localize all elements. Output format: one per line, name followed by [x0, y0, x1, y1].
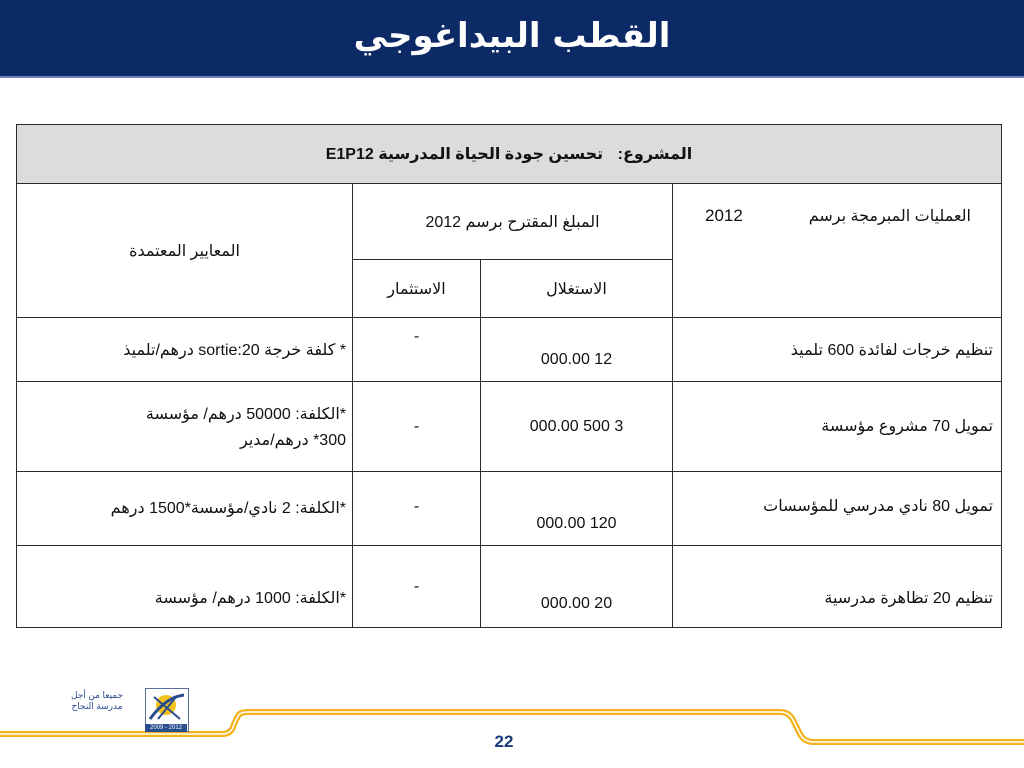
- op-cell: تمويل 80 نادي مدرسي للمؤسسات: [672, 471, 1002, 546]
- operating-cell: 120 000.00: [480, 471, 673, 546]
- criteria-cell: * كلفة خرجة 20:sortie درهم/تلميذ: [16, 317, 353, 382]
- investment-header-label: الاستثمار: [387, 280, 446, 298]
- project-code: E1P12: [325, 146, 374, 163]
- operating-header: الاستغلال: [480, 259, 673, 318]
- amount-header: المبلغ المقترح برسم 2012: [352, 183, 673, 260]
- criteria-text: * كلفة خرجة 20:sortie درهم/تلميذ: [123, 341, 346, 359]
- investment-cell: -: [352, 381, 481, 472]
- investment-cell: -: [352, 471, 481, 546]
- operations-table: المشروع: تحسين جودة الحياة المدرسية E1P1…: [16, 124, 1002, 628]
- table-row: تنظيم 20 تظاهرة مدرسية 20 000.00 - *الكل…: [16, 545, 1002, 628]
- investment-header: الاستثمار: [352, 259, 481, 318]
- investment-cell: -: [352, 317, 481, 382]
- project-cell: المشروع: تحسين جودة الحياة المدرسية E1P1…: [16, 124, 1002, 184]
- op-cell: تمويل 70 مشروع مؤسسة: [672, 381, 1002, 472]
- criteria-text: *الكلفة: 50000 درهم/ مؤسسة: [145, 405, 346, 423]
- criteria-text: *الكلفة: 2 نادي/مؤسسة*1500 درهم: [110, 500, 346, 517]
- project-label: المشروع:: [617, 146, 693, 163]
- operating-cell: 3 500 000.00: [480, 381, 673, 472]
- criteria-cell: *الكلفة: 2 نادي/مؤسسة*1500 درهم: [16, 471, 353, 546]
- footer-decoration: [0, 709, 1024, 745]
- criteria-header-label: المعايير المعتمدة: [129, 242, 240, 260]
- project-name: تحسين جودة الحياة المدرسية: [378, 146, 604, 163]
- criteria-cell: *الكلفة: 50000 درهم/ مؤسسة 300* درهم/مدي…: [16, 381, 353, 472]
- logo-line-1: جميعا من أجل: [70, 690, 124, 700]
- op-cell: تنظيم 20 تظاهرة مدرسية: [672, 545, 1002, 628]
- investment-cell: -: [352, 545, 481, 628]
- criteria-text: *الكلفة: 1000 درهم/ مؤسسة: [154, 589, 346, 607]
- project-row: المشروع: تحسين جودة الحياة المدرسية E1P1…: [16, 124, 1002, 184]
- op-cell: تنظيم خرجات لفائدة 600 تلميذ: [672, 317, 1002, 382]
- header-row-1: العمليات المبرمجة برسم 2012 المبلغ المقت…: [16, 183, 1002, 318]
- page-number: 22: [494, 732, 514, 751]
- logo-years: 2009 - 2012: [145, 724, 187, 732]
- table-row: تمويل 80 نادي مدرسي للمؤسسات 120 000.00 …: [16, 471, 1002, 546]
- table-row: تنظيم خرجات لفائدة 600 تلميذ 12 000.00 -…: [16, 317, 1002, 382]
- operating-header-label: الاستغلال: [546, 280, 607, 298]
- criteria-header: المعايير المعتمدة: [16, 183, 353, 318]
- criteria-text-2: 300* درهم/مدير: [239, 431, 346, 449]
- ops-header-label: العمليات المبرمجة برسم: [808, 208, 971, 225]
- ops-header-year: 2012: [705, 206, 743, 225]
- title-bar: القطب البيداغوجي: [0, 0, 1024, 78]
- ops-header: العمليات المبرمجة برسم 2012: [672, 183, 1002, 318]
- operating-cell: 20 000.00: [480, 545, 673, 628]
- amount-header-label: المبلغ المقترح برسم 2012: [425, 213, 600, 231]
- table-row: تمويل 70 مشروع مؤسسة 3 500 000.00 - *الك…: [16, 381, 1002, 472]
- header-row-2: الاستغلال الاستثمار: [17, 259, 1002, 318]
- logo-line-2: مدرسة النجاح: [71, 701, 123, 711]
- logo-text: جميعا من أجل مدرسة النجاح: [52, 690, 142, 712]
- operating-cell: 12 000.00: [480, 317, 673, 382]
- slide-title: القطب البيداغوجي: [353, 16, 671, 56]
- criteria-cell: *الكلفة: 1000 درهم/ مؤسسة: [16, 545, 353, 628]
